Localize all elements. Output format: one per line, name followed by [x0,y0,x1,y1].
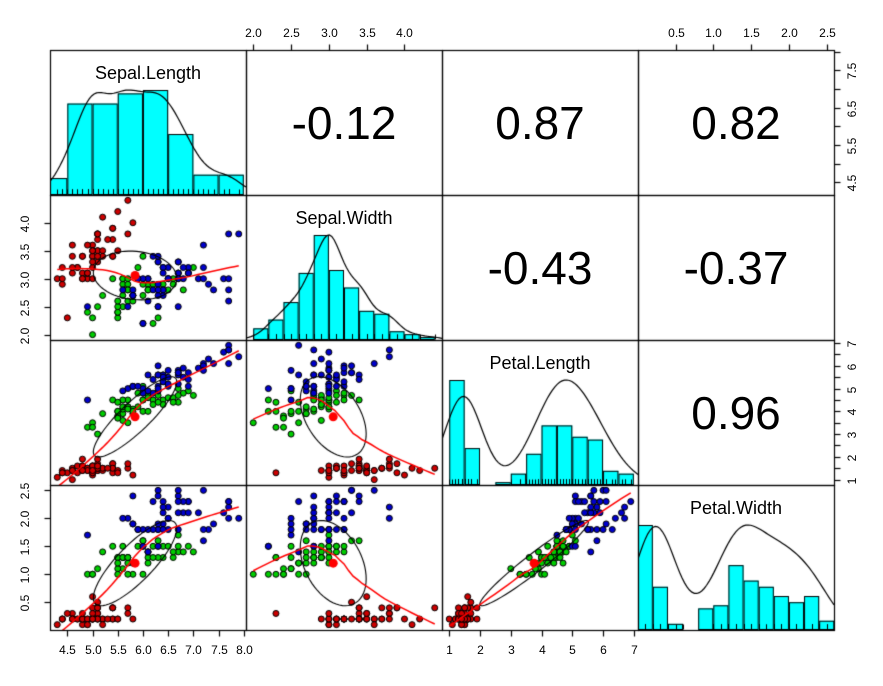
axis-tick-label: 4 [845,408,859,415]
axis-tick-label: 6.5 [845,100,859,117]
correlation-value: -0.43 [487,241,593,294]
axis-tick-label: 6 [845,363,859,370]
axis-tick-label: 3 [845,431,859,438]
diagonal-label-petal-length: Petal.Length [489,353,591,373]
axis-tick-label: 2.0 [245,26,262,40]
axis-tick-label: 4.5 [845,174,859,191]
diagonal-label-sepal-length: Sepal.Length [94,63,202,83]
axis-tick-label: 5.5 [845,137,859,154]
axis-tick-label: 6 [600,643,607,657]
axis-tick-label: 1.5 [743,26,760,40]
axis-tick-label: 1.0 [705,26,722,40]
axis-tick-label: 6.0 [135,643,152,657]
axis-tick-label: 0.5 [18,594,32,611]
correlation-value: 0.82 [691,96,781,149]
axis-tick-label: 1.5 [18,538,32,555]
axis-tick-label: 2 [845,454,859,461]
axis-tick-label: 7.0 [185,643,202,657]
axis-tick-label: 3.0 [321,26,338,40]
axis-tick-label: 3.0 [18,271,32,288]
axis-tick-label: 4.5 [59,643,76,657]
diagonal-label-petal-width: Petal.Width [689,498,783,518]
axis-tick-label: 4.0 [18,215,32,232]
axis-tick-label: 8.0 [236,643,253,657]
axis-tick-label: 4.0 [396,26,413,40]
axis-tick-label: 3.5 [18,243,32,260]
axis-tick-label: 5.0 [85,643,102,657]
axis-tick-label: 7 [631,643,638,657]
axis-tick-label: 5.5 [110,643,127,657]
correlation-value: -0.37 [683,241,789,294]
axis-tick-label: 1 [845,477,859,484]
axis-tick-label: 2.5 [18,299,32,316]
axis-tick-label: 5 [569,643,576,657]
axis-tick-label: 2.5 [819,26,836,40]
axis-tick-label: 2 [477,643,484,657]
axis-tick-label: 6.5 [160,643,177,657]
axis-tick-label: 7 [845,340,859,347]
correlation-value: 0.87 [495,96,585,149]
correlation-value: 0.96 [691,386,781,439]
axis-tick-label: 1 [446,643,453,657]
axis-tick-label: 7.5 [845,62,859,79]
axis-tick-label: 2.0 [18,327,32,344]
axis-tick-label: 7.5 [211,643,228,657]
axis-tick-label: 2.0 [18,510,32,527]
axis-tick-label: 1.0 [18,566,32,583]
axis-tick-label: 2.0 [781,26,798,40]
correlation-value: -0.12 [291,96,397,149]
axis-tick-label: 3.5 [359,26,376,40]
axis-tick-label: 4 [539,643,546,657]
axis-tick-label: 3 [508,643,515,657]
axis-tick-label: 5 [845,386,859,393]
diagonal-label-sepal-width: Sepal.Width [295,208,393,228]
axis-tick-label: 0.5 [668,26,685,40]
axis-tick-label: 2.5 [283,26,300,40]
axis-tick-label: 2.5 [18,482,32,499]
